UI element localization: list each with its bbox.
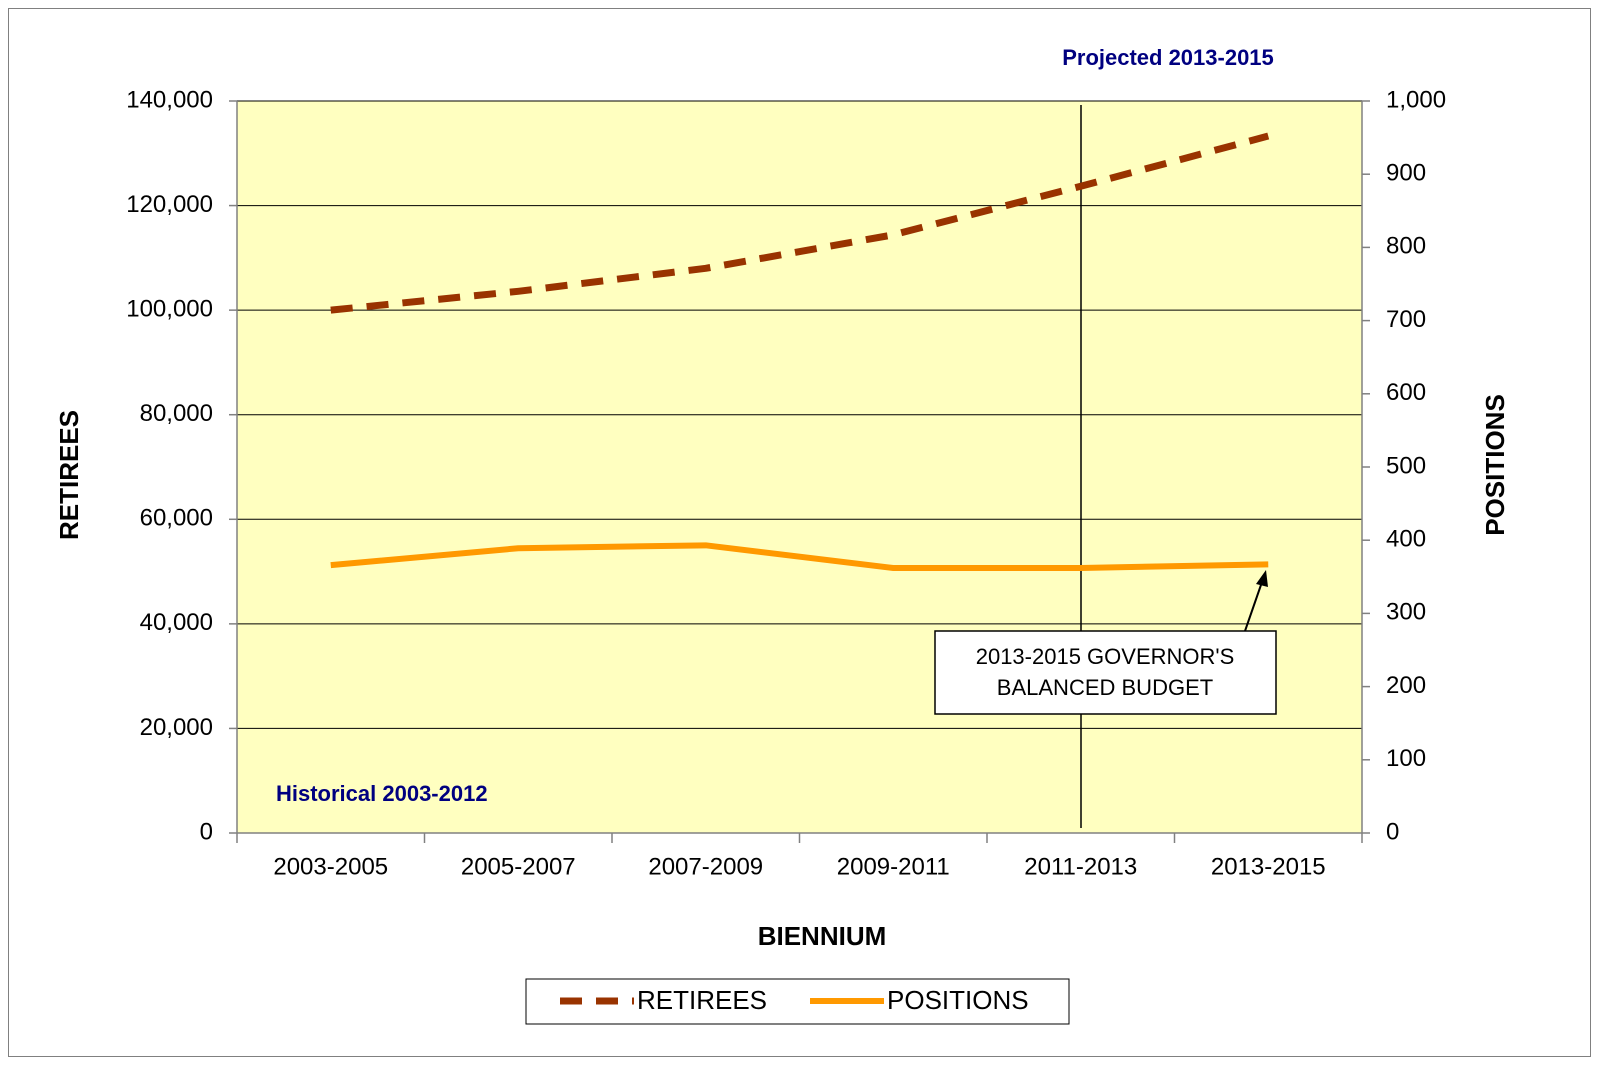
y2-tick-label: 900 <box>1386 160 1426 187</box>
callout-text: 2013-2015 GOVERNOR'S <box>976 644 1235 669</box>
axes: 0 20,000 40,000 60,000 80,000 100,000 120,000 1… <box>126 86 1446 880</box>
callout-box <box>934 630 1277 715</box>
x-tick-label: 2003-2005 <box>273 853 388 880</box>
y-axis-title: RETIREES <box>54 410 84 540</box>
legend-label: POSITIONS <box>887 985 1029 1015</box>
legend: RETIREES POSITIONS <box>560 985 1029 1015</box>
x-tick-label: 2013-2015 <box>1211 853 1326 880</box>
y-tick-label: 100,000 <box>126 295 213 322</box>
y-tick-label: 140,000 <box>126 86 213 113</box>
series-line <box>330 542 1269 572</box>
y-tick-label: 0 <box>200 818 213 845</box>
y2-tick-label: 300 <box>1386 599 1426 626</box>
callout-text: BALANCED BUDGET <box>997 675 1213 700</box>
lines <box>330 132 1270 572</box>
y2-tick-label: 800 <box>1386 233 1426 260</box>
y2-tick-label: 100 <box>1386 745 1426 772</box>
y2-axis-title: POSITIONS <box>1480 394 1510 536</box>
y2-tick-label: 0 <box>1386 818 1399 845</box>
y-tick-label: 20,000 <box>140 714 213 741</box>
y-tick-label: 60,000 <box>140 505 213 532</box>
callout-arrow <box>1244 581 1263 632</box>
x-tick-label: 2009-2011 <box>837 853 950 880</box>
plot-area <box>237 101 1362 833</box>
x-tick-label: 2011-2013 <box>1024 853 1137 880</box>
x-tick-label: 2007-2009 <box>648 853 763 880</box>
y2-tick-label: 1,000 <box>1386 86 1446 113</box>
historical-note: Historical 2003-2012 <box>276 781 488 806</box>
y2-tick-label: 200 <box>1386 672 1426 699</box>
x-tick-label: 2005-2007 <box>461 853 576 880</box>
y-tick-label: 120,000 <box>126 191 213 218</box>
series-line <box>330 132 1270 314</box>
y2-tick-label: 600 <box>1386 379 1426 406</box>
x-axis-title: BIENNIUM <box>758 921 887 951</box>
callout-arrowhead <box>1256 570 1268 587</box>
y2-tick-label: 700 <box>1386 306 1426 333</box>
projected-note: Projected 2013-2015 <box>1062 45 1274 70</box>
y2-tick-label: 500 <box>1386 452 1426 479</box>
y2-tick-label: 400 <box>1386 526 1426 553</box>
y-tick-label: 80,000 <box>140 400 213 427</box>
y-tick-label: 40,000 <box>140 609 213 636</box>
legend-label: RETIREES <box>637 985 767 1015</box>
